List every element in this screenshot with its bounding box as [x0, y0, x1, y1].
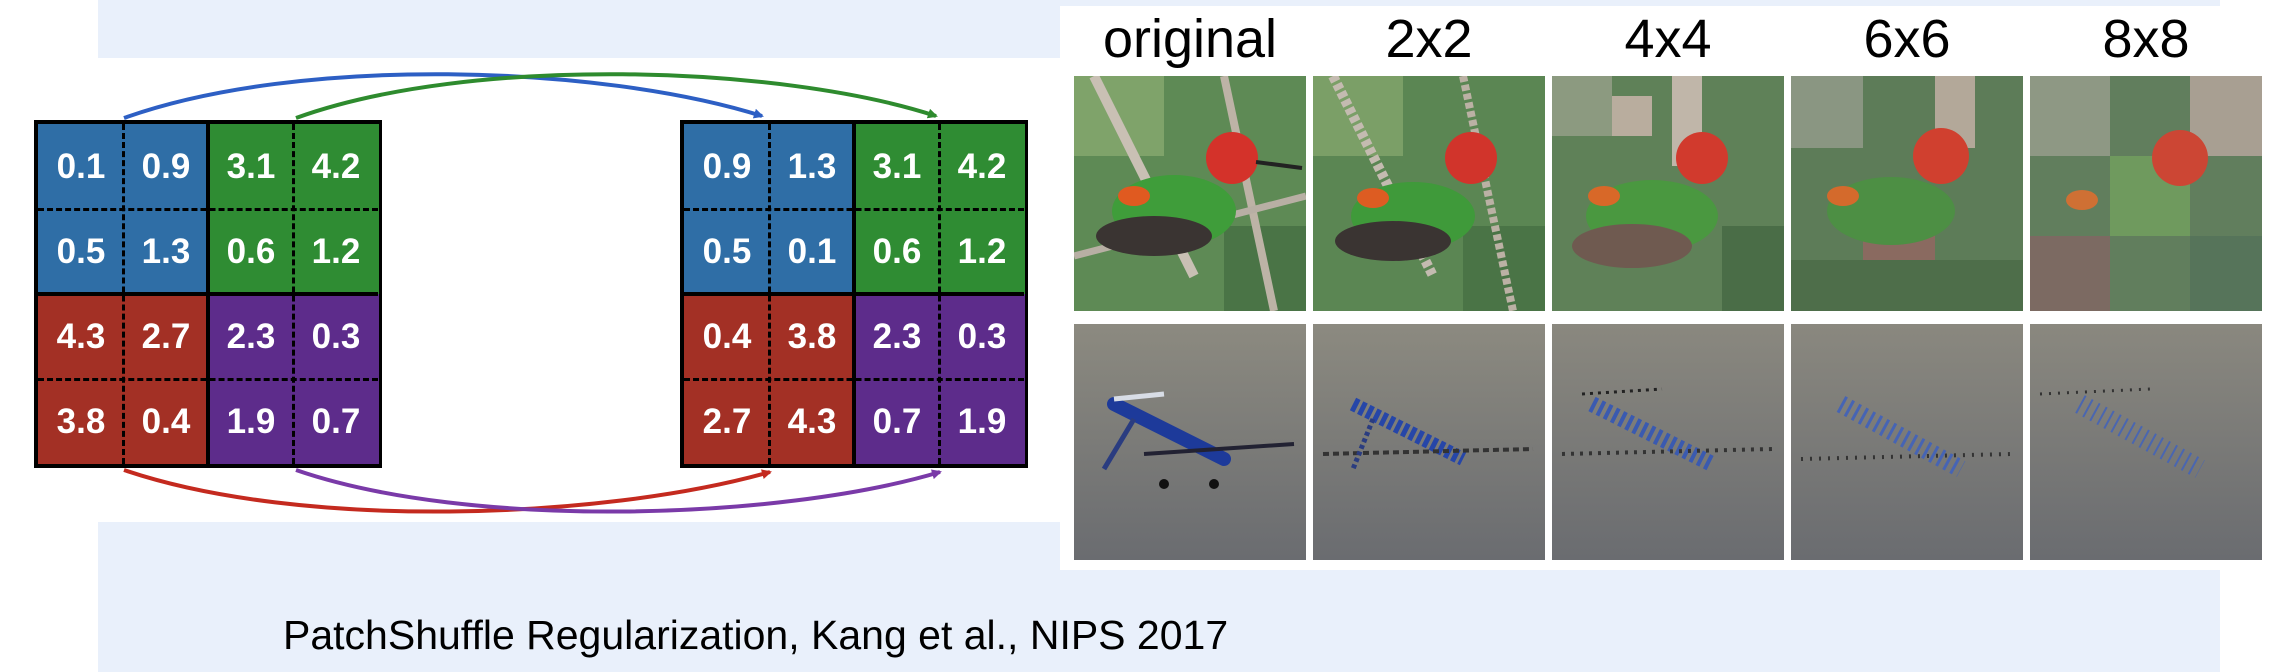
- grid-cell: 1.2: [939, 209, 1025, 294]
- grid-cell: 0.3: [939, 294, 1025, 379]
- top-band: [98, 0, 1060, 58]
- grid-cell: 4.2: [939, 124, 1025, 209]
- grid-cell: 1.3: [769, 124, 855, 209]
- plane-image-8x8: [2030, 324, 2262, 560]
- blue-arrow: [123, 72, 764, 120]
- bird-image-8x8: [2030, 76, 2262, 311]
- grid-cell: 0.4: [684, 294, 770, 379]
- bird-image-original: [1074, 76, 1306, 311]
- grid-cell: 0.1: [769, 209, 855, 294]
- top-right-band: [1060, 0, 2220, 6]
- purple-arrow: [295, 468, 942, 514]
- red-arrow: [123, 468, 772, 514]
- grid-cell: 0.9: [684, 124, 770, 209]
- bird-image-6x6: [1791, 76, 2023, 311]
- shuffle-arrows: [123, 72, 942, 514]
- grid-cell: 3.8: [38, 379, 124, 464]
- plane-image-2x2: [1313, 324, 1545, 560]
- grid-cell: 4.3: [38, 294, 124, 379]
- grid-after-shuffle: 0.9 1.3 3.1 4.2 0.5 0.1 0.6 1.2 0.4 3.8 2.3 0.3 2.7 4…: [680, 120, 1028, 468]
- column-label-4x4: 4x4: [1624, 9, 1712, 69]
- patch-divider: [38, 292, 378, 296]
- grid-cell: 0.6: [208, 209, 294, 294]
- grid-cell: 1.2: [293, 209, 379, 294]
- column-label-original: original: [1102, 9, 1278, 69]
- grid-cell: 4.3: [769, 379, 855, 464]
- grid-cell: 1.9: [939, 379, 1025, 464]
- grid-cell: 1.9: [208, 379, 294, 464]
- column-label-6x6: 6x6: [1863, 9, 1951, 69]
- bottom-band: [98, 522, 1060, 562]
- column-label-8x8: 8x8: [2102, 9, 2190, 69]
- grid-cell: 0.6: [854, 209, 940, 294]
- grid-cell: 3.1: [854, 124, 940, 209]
- patch-divider: [684, 292, 1024, 296]
- grid-cell: 1.3: [123, 209, 209, 294]
- column-label-2x2: 2x2: [1385, 9, 1473, 69]
- grid-cell: 4.2: [293, 124, 379, 209]
- grid-before-shuffle: 0.1 0.9 3.1 4.2 0.5 1.3 0.6 1.2 4.3 2.7 2.3 0.3 3.8 0…: [34, 120, 382, 468]
- grid-cell: 0.7: [293, 379, 379, 464]
- plane-image-6x6: [1791, 324, 2023, 560]
- plane-image-original: [1074, 324, 1306, 560]
- grid-cell: 2.3: [854, 294, 940, 379]
- plane-image-4x4: [1552, 324, 1784, 560]
- bird-image-2x2: [1313, 76, 1545, 311]
- grid-cell: 0.4: [123, 379, 209, 464]
- grid-cell: 0.3: [293, 294, 379, 379]
- grid-cell: 2.7: [123, 294, 209, 379]
- bird-image-4x4: [1552, 76, 1784, 311]
- grid-cell: 0.5: [684, 209, 770, 294]
- grid-cell: 0.5: [38, 209, 124, 294]
- grid-cell: 0.7: [854, 379, 940, 464]
- grid-cell: 3.8: [769, 294, 855, 379]
- green-arrow: [295, 72, 938, 120]
- caption-band: [98, 562, 2220, 672]
- grid-cell: 2.7: [684, 379, 770, 464]
- grid-cell: 2.3: [208, 294, 294, 379]
- grid-cell: 0.9: [123, 124, 209, 209]
- grid-cell: 3.1: [208, 124, 294, 209]
- figure-caption: PatchShuffle Regularization, Kang et al.…: [283, 612, 1229, 658]
- grid-cell: 0.1: [38, 124, 124, 209]
